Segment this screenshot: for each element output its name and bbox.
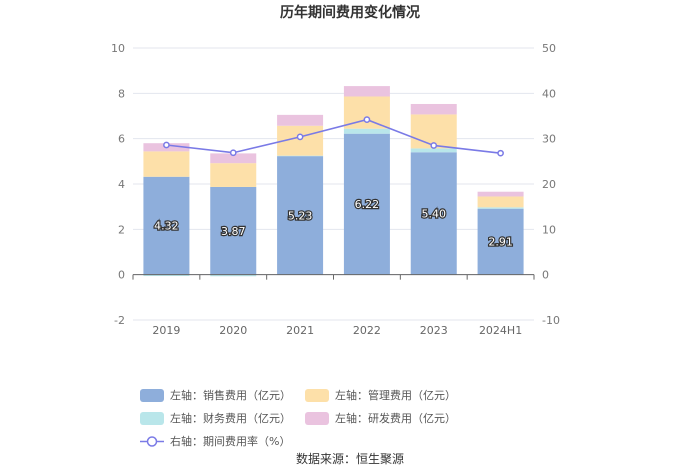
legend-item[interactable]: 左轴：管理费用（亿元） — [305, 388, 456, 402]
left-tick-label: 6 — [118, 133, 125, 146]
rate-line — [163, 116, 504, 157]
left-tick-label: 10 — [111, 42, 125, 55]
bar-value-label: 3.87 — [221, 225, 246, 238]
bar-segment — [277, 114, 324, 126]
bar-segment — [277, 156, 324, 275]
legend-swatch — [140, 411, 164, 425]
legend-line-swatch — [140, 435, 164, 447]
bars — [143, 86, 524, 277]
rate-point — [229, 149, 237, 157]
bar-segment — [343, 86, 390, 97]
left-tick-label: 8 — [118, 87, 125, 100]
bar-segment — [477, 207, 524, 209]
bar-segment — [143, 274, 190, 277]
legend-item[interactable]: 左轴：研发费用（亿元） — [305, 411, 456, 425]
legend-label: 左轴：研发费用（亿元） — [335, 412, 456, 425]
x-tick-label: 2022 — [353, 324, 381, 337]
legend-label: 右轴：期间费用率（%） — [170, 435, 291, 448]
bar-segment — [477, 208, 524, 275]
bar-segment — [210, 274, 257, 277]
legend-label: 左轴：财务费用（亿元） — [170, 412, 291, 425]
bar-segment — [410, 148, 457, 153]
bar-segment — [143, 151, 190, 177]
chart-canvas: 历年期间费用变化情况 -2 0 2 4 6 8 10 -10 0 10 20 30 40 50 2019… — [111, 4, 560, 337]
rate-point — [363, 116, 371, 123]
bar-segment — [143, 176, 190, 275]
left-tick-label: 2 — [118, 223, 125, 236]
right-tick-label: 20 — [542, 178, 556, 191]
bar-value-label: 4.32 — [154, 220, 179, 233]
chart-title: 历年期间费用变化情况 — [280, 4, 420, 21]
bar-segment — [477, 191, 524, 197]
bar-segment — [210, 153, 257, 164]
bar-segment — [210, 163, 257, 187]
legend: 左轴：销售费用（亿元） 左轴：管理费用（亿元） 左轴：财务费用（亿元） 左轴：研发费用… — [140, 388, 580, 448]
x-tick-label: 2021 — [286, 324, 314, 337]
legend-item[interactable]: 左轴：财务费用（亿元） — [140, 411, 291, 425]
right-tick-label: -10 — [542, 314, 560, 327]
data-source: 数据来源：恒生聚源 — [295, 452, 404, 466]
x-axis: 2019 2020 2021 2022 2023 2024H1 — [132, 274, 535, 337]
legend-item[interactable]: 左轴：销售费用（亿元） — [140, 388, 291, 402]
left-tick-label: 0 — [118, 269, 125, 282]
legend-label: 左轴：销售费用（亿元） — [170, 389, 291, 402]
right-tick-label: 0 — [542, 269, 549, 282]
bar-segment — [410, 103, 457, 115]
bar-segment — [410, 152, 457, 275]
left-axis: -2 0 2 4 6 8 10 — [111, 42, 125, 327]
x-tick-label: 2020 — [219, 324, 247, 337]
bar-value-label: 5.23 — [288, 209, 313, 222]
right-tick-label: 40 — [542, 87, 556, 100]
rate-point — [163, 141, 170, 149]
right-tick-label: 30 — [542, 133, 556, 146]
legend-swatch — [140, 388, 164, 402]
bar-value-label: 6.22 — [355, 198, 380, 211]
bar-segment — [477, 196, 524, 208]
right-tick-label: 10 — [542, 223, 556, 236]
left-tick-label: 4 — [118, 178, 125, 191]
legend-swatch — [305, 411, 329, 425]
rate-line-path — [166, 118, 501, 154]
legend-label: 左轴：管理费用（亿元） — [335, 389, 456, 402]
bar-labels: 4.32 3.87 5.23 6.22 5.40 2.91 — [153, 197, 514, 250]
x-tick-label: 2024H1 — [479, 324, 522, 337]
bar-value-label: 5.40 — [422, 207, 447, 220]
right-axis: -10 0 10 20 30 40 50 — [542, 42, 560, 327]
right-tick-label: 50 — [542, 42, 556, 55]
rate-point — [430, 142, 438, 149]
x-tick-label: 2019 — [152, 324, 180, 337]
x-tick-label: 2023 — [420, 324, 448, 337]
bar-segment — [277, 155, 324, 157]
left-tick-label: -2 — [114, 314, 125, 327]
legend-swatch — [305, 388, 329, 402]
legend-item[interactable]: 右轴：期间费用率（%） — [140, 434, 290, 448]
bar-value-label: 2.91 — [488, 236, 513, 249]
bar-segment — [210, 186, 257, 275]
rate-point — [497, 149, 504, 157]
bar-segment — [343, 128, 390, 134]
bar-segment — [343, 133, 390, 275]
rate-point — [296, 133, 304, 141]
